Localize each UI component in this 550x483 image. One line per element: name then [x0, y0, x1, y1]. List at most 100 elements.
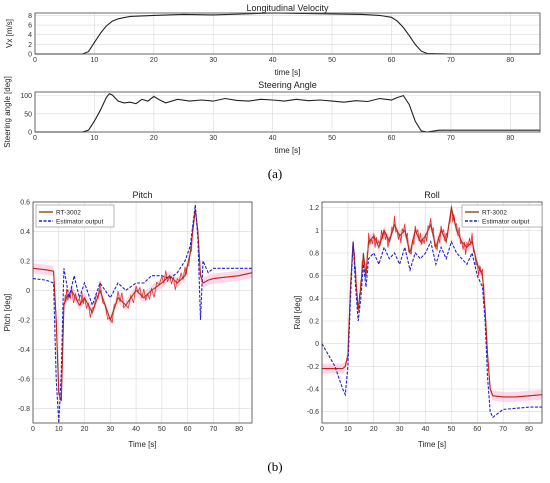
x-tick-label: 40 [132, 426, 140, 433]
x-tick-label: 20 [150, 135, 158, 142]
y-tick-label: 4 [28, 32, 32, 39]
y-tick-label: -0.8 [18, 406, 30, 413]
x-axis-label: Time [s] [418, 440, 446, 449]
y-tick-label: 1.2 [309, 205, 319, 212]
x-tick-label: 80 [506, 57, 514, 64]
legend-box [35, 204, 115, 228]
legend: RT-3002 Estimator output [35, 204, 115, 228]
y-tick-label: 0 [26, 288, 30, 295]
plot-frame [321, 201, 543, 424]
x-tick-label: 80 [525, 426, 533, 433]
x-tick-label: 60 [473, 426, 481, 433]
y-tick-label: 0 [28, 130, 32, 137]
legend-entry: RT-3002 [56, 209, 81, 216]
x-tick-label: 40 [422, 426, 430, 433]
series-line-estimator-output [32, 204, 252, 424]
y-tick-label: 0.6 [309, 273, 319, 280]
plot-frame [32, 201, 253, 424]
chart-title: Longitudinal Velocity [246, 3, 329, 13]
x-tick-label: 50 [158, 426, 166, 433]
y-axis-label: Vx [m/s] [5, 19, 14, 48]
roll-chart: 0 10 20 30 40 50 60 70 80 -0.6 -0.4 -0.2 0 0.2 0.4 0.6 0… [293, 190, 543, 449]
y-tick-label: 0.2 [309, 319, 319, 326]
x-tick-label: 0 [33, 57, 37, 64]
x-tick-label: 70 [499, 426, 507, 433]
x-tick-label: 10 [344, 426, 352, 433]
y-tick-label: 2 [28, 42, 32, 49]
y-tick-label: -0.2 [18, 317, 30, 324]
y-tick-label: 100 [20, 93, 32, 100]
y-tick-label: 6 [28, 23, 32, 30]
chart-title: Pitch [132, 190, 152, 200]
velocity-chart: 0 10 20 30 40 50 60 70 80 0 2 4 6 8 Longitudinal Veloc… [5, 3, 541, 77]
x-tick-label: 30 [396, 426, 404, 433]
x-tick-label: 30 [106, 426, 114, 433]
x-tick-label: 70 [447, 57, 455, 64]
y-tick-label: 0.4 [20, 229, 30, 236]
plot-frame [34, 12, 541, 55]
x-tick-label: 20 [81, 426, 89, 433]
series-line-main [35, 93, 540, 133]
chart-title: Steering Angle [258, 80, 317, 90]
x-axis-label: Time [s] [128, 440, 156, 449]
x-tick-label: 50 [328, 57, 336, 64]
y-tick-label: -0.6 [307, 409, 319, 416]
plot-area [35, 13, 540, 54]
y-tick-label: 0.8 [309, 251, 319, 258]
chart-title: Roll [424, 190, 440, 200]
x-tick-label: 0 [31, 426, 35, 433]
y-tick-label: 1 [315, 228, 319, 235]
y-tick-label: 0 [315, 341, 319, 348]
steering-chart: 0 10 20 30 40 50 60 70 80 0 50 100 Steering Angle tim… [3, 76, 541, 155]
y-tick-label: 0 [28, 52, 32, 59]
x-tick-label: 40 [269, 57, 277, 64]
x-tick-label: 30 [209, 57, 217, 64]
x-tick-label: 30 [209, 135, 217, 142]
legend-box [461, 204, 543, 228]
x-tick-label: 0 [320, 426, 324, 433]
pitch-chart: 0 10 20 30 40 50 60 70 80 -0.8 -0.6 -0.4 -0.2 0 0.2 0.4… [3, 190, 253, 449]
x-tick-label: 70 [447, 135, 455, 142]
x-axis-label: time [s] [275, 68, 301, 77]
legend-entry: RT-3002 [482, 209, 507, 216]
y-axis-label: Roll [deg] [293, 296, 302, 330]
x-tick-label: 60 [388, 57, 396, 64]
x-tick-label: 80 [235, 426, 243, 433]
series-line-estimator-output [321, 240, 542, 419]
x-tick-label: 50 [448, 426, 456, 433]
legend: RT-3002 Estimator output [461, 204, 543, 228]
caption-a: (a) [268, 166, 282, 181]
reference-noise-line [32, 209, 249, 402]
x-tick-label: 0 [33, 135, 37, 142]
y-tick-label: 0.6 [20, 200, 30, 207]
x-axis-label: time [s] [275, 146, 301, 155]
y-tick-label: 0.4 [309, 296, 319, 303]
x-tick-label: 50 [328, 135, 336, 142]
legend-entry: Estimator output [56, 218, 104, 225]
error-band [33, 204, 252, 406]
plot-area [33, 202, 252, 423]
legend-entry: Estimator output [482, 218, 530, 225]
y-tick-label: -0.4 [307, 387, 319, 394]
x-tick-label: 20 [150, 57, 158, 64]
plot-frame [34, 91, 541, 133]
y-tick-label: 0.2 [20, 258, 30, 265]
x-tick-label: 10 [91, 135, 99, 142]
y-tick-label: 8 [28, 13, 32, 20]
y-axis-label: Steering angle [deg] [3, 76, 12, 148]
y-tick-label: -0.6 [18, 376, 30, 383]
y-tick-label: -0.2 [307, 364, 319, 371]
x-tick-label: 70 [209, 426, 217, 433]
x-tick-label: 10 [55, 426, 63, 433]
x-tick-label: 60 [388, 135, 396, 142]
y-axis-label: Pitch [deg] [3, 294, 12, 332]
x-tick-label: 10 [91, 57, 99, 64]
x-tick-label: 20 [370, 426, 378, 433]
x-tick-label: 60 [184, 426, 192, 433]
x-tick-label: 40 [269, 135, 277, 142]
y-tick-label: 50 [24, 111, 32, 118]
x-tick-label: 80 [506, 135, 514, 142]
plot-area [35, 92, 540, 132]
caption-b: (b) [267, 459, 282, 474]
y-tick-label: -0.4 [18, 347, 30, 354]
